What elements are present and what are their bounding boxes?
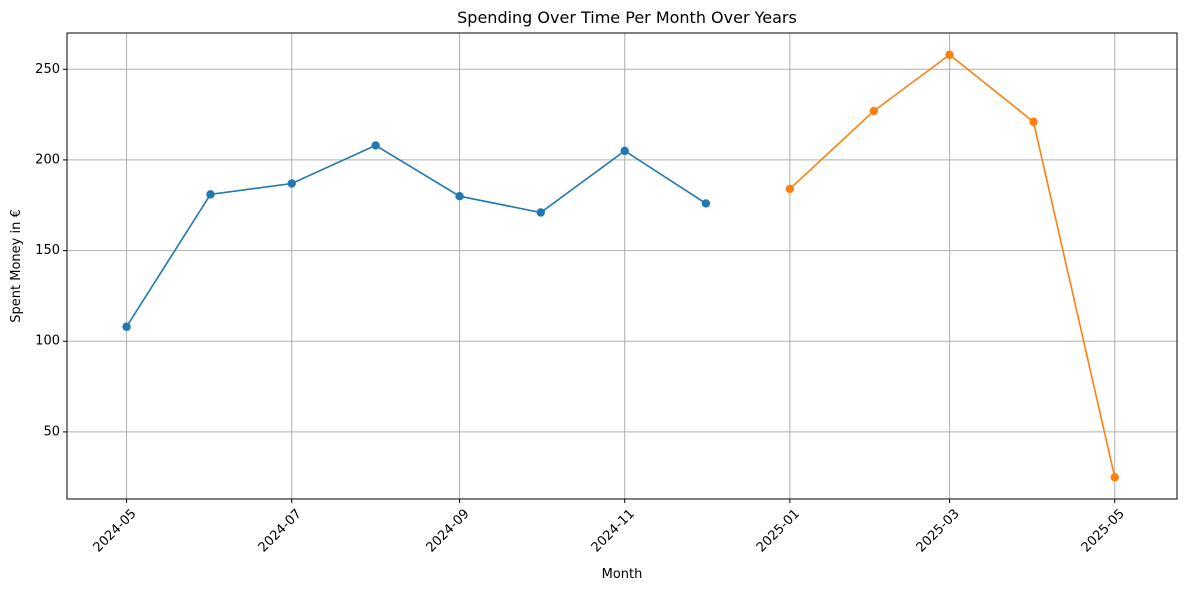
series-2-point — [785, 184, 795, 194]
series-1-point — [455, 191, 464, 201]
series-2-point — [869, 106, 878, 116]
x-tick-label: 2024-09 — [424, 506, 473, 555]
series-2-point — [1110, 473, 1119, 482]
series-2-point — [945, 50, 954, 59]
series-1-point — [620, 146, 629, 156]
series-1-point — [122, 322, 131, 331]
series-1-point — [287, 179, 296, 188]
x-tick-label: 2024-11 — [589, 506, 638, 555]
x-tick-label: 2025-03 — [914, 506, 963, 555]
x-tick-label: 2025-05 — [1079, 506, 1128, 555]
series-1-point — [371, 141, 380, 150]
series-layer — [122, 50, 1119, 482]
chart-title: Spending Over Time Per Month Over Years — [457, 8, 797, 27]
series-1-point — [206, 190, 215, 199]
y-tick-label: 50 — [43, 424, 60, 439]
y-tick-label: 250 — [35, 62, 60, 77]
y-tick-label: 100 — [35, 334, 60, 349]
series-1-point — [536, 208, 545, 217]
x-tick-label: 2024-07 — [256, 506, 305, 555]
grid-layer — [67, 33, 1177, 499]
x-axis-label: Month — [602, 567, 643, 582]
x-axis: 2024-05 2024-07 2024-09 2024-11 2025-01 2025-… — [91, 499, 1128, 555]
y-tick-label: 150 — [35, 243, 60, 258]
y-axis-label: Spent Money in € — [9, 209, 24, 322]
x-tick-label: 2024-05 — [91, 506, 140, 555]
series-1-point — [701, 199, 711, 208]
y-tick-label: 200 — [35, 152, 60, 167]
y-axis: 50 100 150 200 250 — [35, 62, 67, 439]
series-1-line — [125, 144, 707, 328]
series-2-line — [789, 53, 1116, 478]
plot-area-frame — [66, 32, 1178, 500]
series-2-point — [1029, 117, 1038, 127]
x-tick-label: 2025-01 — [754, 506, 803, 555]
